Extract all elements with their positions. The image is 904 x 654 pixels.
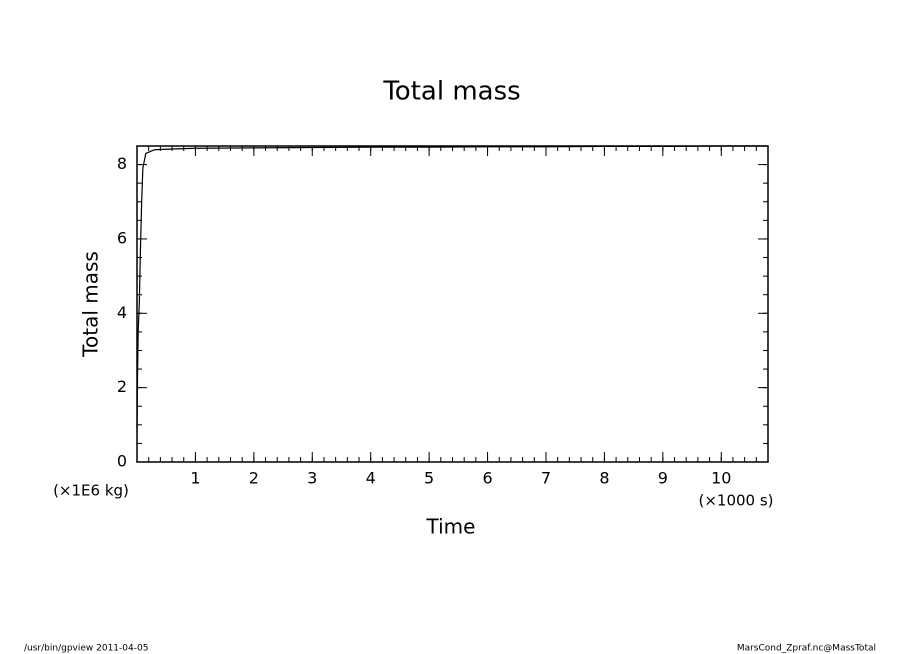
chart-title: Total mass [382,77,520,107]
y-tick-label: 0 [117,452,127,471]
x-axis-label: Time [426,515,476,539]
x-unit: (×1000 s) [698,492,773,510]
x-tick-label: 8 [599,469,609,488]
x-tick-label: 9 [658,469,668,488]
y-tick-label: 8 [117,154,127,173]
footer-right: MarsCond_Zpraf.nc@MassTotal [737,644,876,654]
x-tick-label: 5 [424,469,434,488]
y-tick-label: 2 [117,377,127,396]
x-tick-label: 1 [190,469,200,488]
y-axis-label: Total mass [79,251,103,358]
line-series [136,145,768,433]
x-tick-label: 3 [307,469,317,488]
x-tick-label: 2 [249,469,259,488]
x-tick-label: 7 [541,469,551,488]
x-tick-label: 6 [482,469,492,488]
x-tick-label: 4 [366,469,376,488]
y-tick-label: 6 [117,228,127,247]
footer-left: /usr/bin/gpview 2011-04-05 [24,644,148,654]
y-tick-label: 4 [117,303,127,322]
x-tick-label: 10 [711,469,731,488]
y-unit: (×1E6 kg) [53,482,129,500]
